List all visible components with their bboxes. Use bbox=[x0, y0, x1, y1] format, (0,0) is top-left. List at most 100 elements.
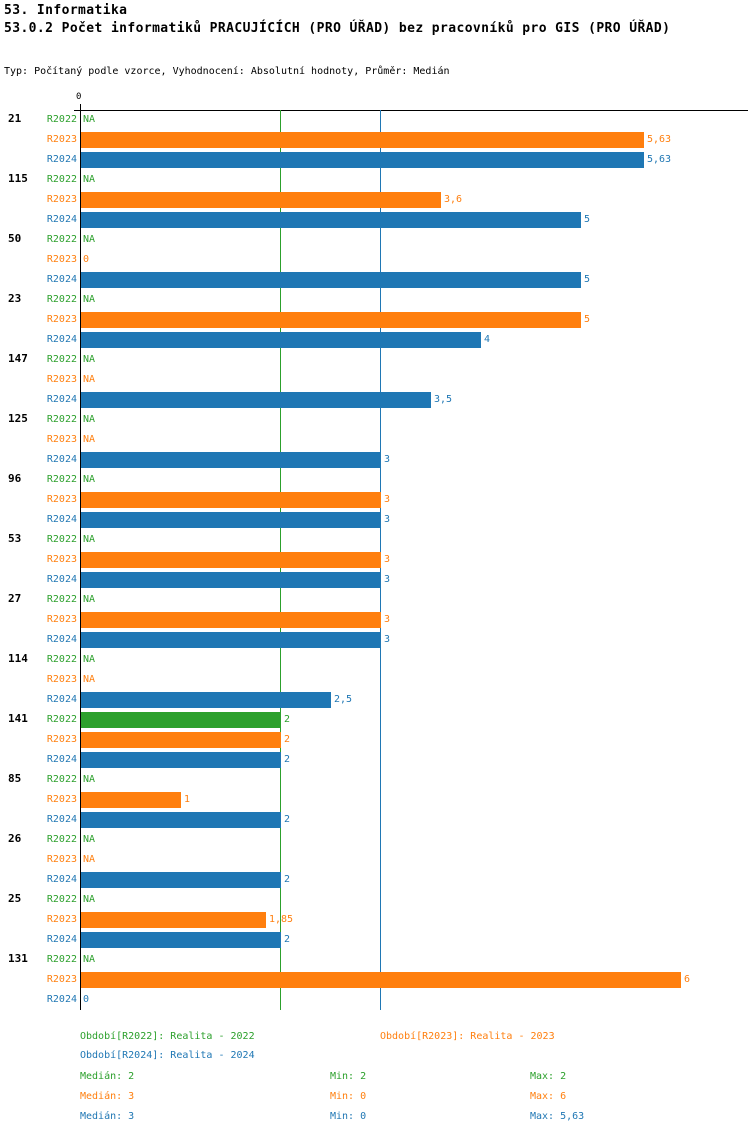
value-label: NA bbox=[83, 834, 96, 845]
bar-r2024 bbox=[81, 452, 381, 468]
value-label: 2 bbox=[284, 814, 291, 825]
bar-r2023 bbox=[81, 732, 281, 748]
value-label: 2 bbox=[284, 734, 291, 745]
value-label: 5 bbox=[584, 274, 591, 285]
stat-median-r2022: Medián: 2 bbox=[80, 1071, 135, 1082]
bar-r2024 bbox=[81, 872, 281, 888]
value-label: 2 bbox=[284, 754, 291, 765]
value-label: NA bbox=[83, 414, 96, 425]
chart-subtitle: 53.0.2 Počet informatiků PRACUJÍCÍCH (PR… bbox=[4, 21, 671, 36]
stat-max-r2022: Max: 2 bbox=[530, 1071, 567, 1082]
value-label: NA bbox=[83, 294, 96, 305]
series-label-r2022: R2022 bbox=[46, 594, 77, 605]
row-group-label: 50 bbox=[8, 232, 22, 245]
series-label-r2024: R2024 bbox=[46, 334, 77, 345]
series-label-r2023: R2023 bbox=[46, 914, 77, 925]
series-label-r2023: R2023 bbox=[46, 974, 77, 985]
value-label: 3 bbox=[384, 634, 391, 645]
series-label-r2022: R2022 bbox=[46, 654, 77, 665]
bar-r2023 bbox=[81, 912, 266, 928]
legend-r2022: Období[R2022]: Realita - 2022 bbox=[80, 1031, 255, 1042]
value-label: 3 bbox=[384, 554, 391, 565]
bar-r2024 bbox=[81, 752, 281, 768]
row-group-label: 26 bbox=[8, 832, 22, 845]
bar-r2024 bbox=[81, 512, 381, 528]
value-label: 3,5 bbox=[434, 394, 453, 405]
value-label: 5,63 bbox=[647, 134, 672, 145]
bar-r2024 bbox=[81, 632, 381, 648]
value-label: NA bbox=[83, 534, 96, 545]
value-label: NA bbox=[83, 374, 96, 385]
series-label-r2024: R2024 bbox=[46, 454, 77, 465]
value-label: NA bbox=[83, 434, 96, 445]
series-label-r2023: R2023 bbox=[46, 734, 77, 745]
series-label-r2024: R2024 bbox=[46, 574, 77, 585]
value-label: NA bbox=[83, 774, 96, 785]
series-label-r2023: R2023 bbox=[46, 314, 77, 325]
row-group-label: 53 bbox=[8, 532, 22, 545]
value-label: NA bbox=[83, 594, 96, 605]
bar-r2024 bbox=[81, 932, 281, 948]
series-label-r2022: R2022 bbox=[46, 894, 77, 905]
bar-r2023 bbox=[81, 792, 181, 808]
value-label: 3 bbox=[384, 454, 391, 465]
bar-r2024 bbox=[81, 212, 581, 228]
value-label: NA bbox=[83, 474, 96, 485]
value-label: NA bbox=[83, 654, 96, 665]
value-label: 3,6 bbox=[444, 194, 463, 205]
value-label: 2 bbox=[284, 934, 291, 945]
series-label-r2022: R2022 bbox=[46, 474, 77, 485]
row-group-label: 21 bbox=[8, 112, 22, 125]
value-label: 3 bbox=[384, 574, 391, 585]
row-group-label: 25 bbox=[8, 892, 22, 905]
value-label: NA bbox=[83, 954, 96, 965]
series-label-r2024: R2024 bbox=[46, 874, 77, 885]
bar-r2023 bbox=[81, 132, 644, 148]
series-label-r2023: R2023 bbox=[46, 794, 77, 805]
series-label-r2024: R2024 bbox=[46, 394, 77, 405]
series-label-r2024: R2024 bbox=[46, 994, 77, 1005]
axis-zero-label: 0 bbox=[76, 92, 82, 102]
stat-median-r2023: Medián: 3 bbox=[80, 1091, 135, 1102]
value-label: 5 bbox=[584, 214, 591, 225]
value-label: 3 bbox=[384, 494, 391, 505]
series-label-r2024: R2024 bbox=[46, 274, 77, 285]
stat-min-r2023: Min: 0 bbox=[330, 1091, 367, 1102]
value-label: 1,85 bbox=[269, 914, 294, 925]
row-group-label: 85 bbox=[8, 772, 22, 785]
series-label-r2023: R2023 bbox=[46, 374, 77, 385]
series-label-r2024: R2024 bbox=[46, 754, 77, 765]
series-label-r2022: R2022 bbox=[46, 954, 77, 965]
series-label-r2022: R2022 bbox=[46, 834, 77, 845]
series-label-r2022: R2022 bbox=[46, 534, 77, 545]
series-label-r2024: R2024 bbox=[46, 154, 77, 165]
value-label: 4 bbox=[484, 334, 491, 345]
series-label-r2023: R2023 bbox=[46, 614, 77, 625]
series-label-r2023: R2023 bbox=[46, 854, 77, 865]
value-label: 0 bbox=[83, 994, 90, 1005]
axis-left-line bbox=[80, 104, 81, 1010]
value-label: NA bbox=[83, 854, 96, 865]
row-group-label: 131 bbox=[8, 952, 28, 965]
bar-r2024 bbox=[81, 392, 431, 408]
bar-r2023 bbox=[81, 192, 441, 208]
value-label: 2,5 bbox=[334, 694, 353, 705]
axis-top-line bbox=[74, 110, 748, 111]
chart-meta: Typ: Počítaný podle vzorce, Vyhodnocení:… bbox=[4, 66, 450, 77]
value-label: 0 bbox=[83, 254, 90, 265]
series-label-r2024: R2024 bbox=[46, 514, 77, 525]
bar-r2023 bbox=[81, 312, 581, 328]
value-label: 3 bbox=[384, 514, 391, 525]
stat-max-r2024: Max: 5,63 bbox=[530, 1111, 585, 1122]
legend-r2023: Období[R2023]: Realita - 2023 bbox=[380, 1031, 555, 1042]
series-label-r2022: R2022 bbox=[46, 174, 77, 185]
value-label: 5 bbox=[584, 314, 591, 325]
bar-r2023 bbox=[81, 612, 381, 628]
value-label: 1 bbox=[184, 794, 191, 805]
value-label: NA bbox=[83, 234, 96, 245]
value-label: NA bbox=[83, 354, 96, 365]
series-label-r2023: R2023 bbox=[46, 674, 77, 685]
value-label: NA bbox=[83, 894, 96, 905]
series-label-r2022: R2022 bbox=[46, 714, 77, 725]
